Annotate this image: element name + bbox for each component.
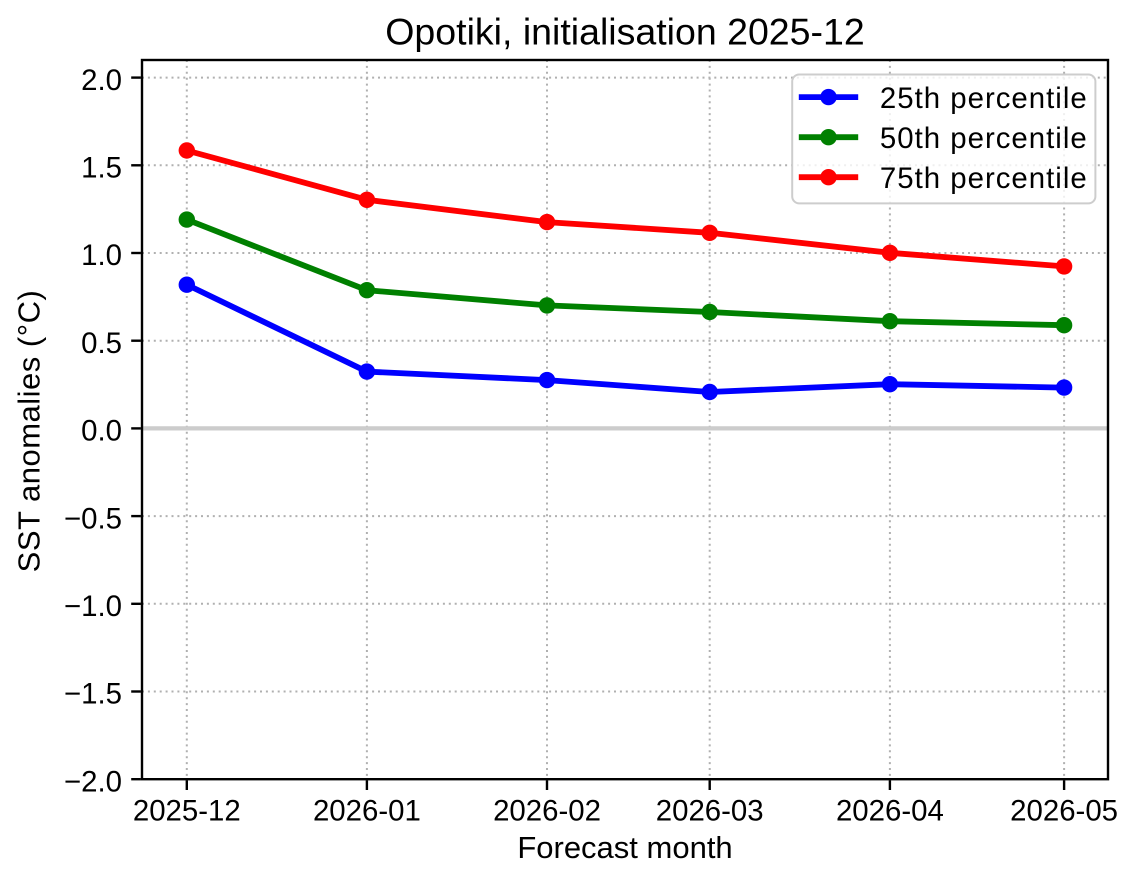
svg-text:75th percentile: 75th percentile bbox=[880, 162, 1088, 195]
svg-text:Forecast month: Forecast month bbox=[517, 830, 732, 865]
svg-text:−1.5: −1.5 bbox=[64, 678, 122, 711]
svg-text:2026-03: 2026-03 bbox=[656, 795, 764, 828]
svg-text:SST anomalies (°C): SST anomalies (°C) bbox=[12, 290, 47, 573]
svg-text:1.5: 1.5 bbox=[81, 152, 122, 185]
svg-text:−1.0: −1.0 bbox=[64, 590, 122, 623]
svg-text:2026-02: 2026-02 bbox=[493, 795, 601, 828]
svg-text:2025-12: 2025-12 bbox=[133, 795, 241, 828]
svg-text:50th percentile: 50th percentile bbox=[880, 122, 1088, 155]
svg-text:2.0: 2.0 bbox=[81, 64, 122, 97]
svg-text:1.0: 1.0 bbox=[81, 239, 122, 272]
svg-text:0.5: 0.5 bbox=[81, 327, 122, 360]
svg-text:2026-01: 2026-01 bbox=[313, 795, 421, 828]
svg-text:Opotiki, initialisation 2025-1: Opotiki, initialisation 2025-12 bbox=[385, 10, 864, 52]
svg-text:2026-04: 2026-04 bbox=[836, 795, 944, 828]
svg-text:25th percentile: 25th percentile bbox=[880, 82, 1088, 115]
svg-text:−2.0: −2.0 bbox=[64, 765, 122, 798]
svg-text:0.0: 0.0 bbox=[81, 415, 122, 448]
svg-text:−0.5: −0.5 bbox=[64, 502, 122, 535]
svg-text:2026-05: 2026-05 bbox=[1010, 795, 1118, 828]
